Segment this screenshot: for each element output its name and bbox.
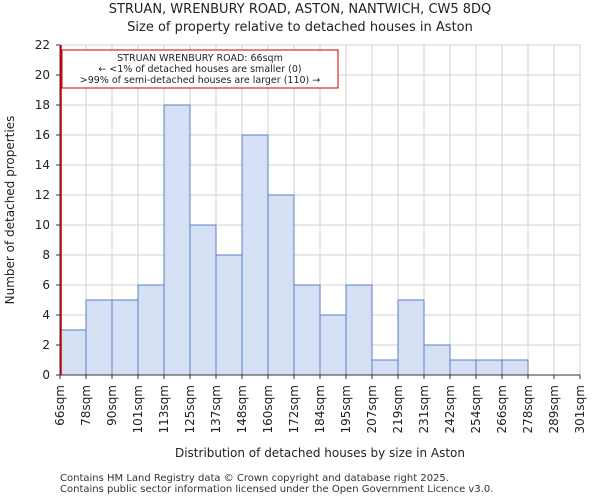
x-tick-label: 125sqm xyxy=(183,385,197,433)
x-tick-label: 137sqm xyxy=(209,385,223,433)
y-tick-label: 20 xyxy=(35,68,50,82)
x-tick-label: 101sqm xyxy=(131,385,145,433)
y-tick-label: 0 xyxy=(42,368,50,382)
bar-101sqm xyxy=(137,284,165,376)
x-tick-label: 219sqm xyxy=(391,385,405,433)
annotation-box xyxy=(61,49,339,89)
bar-219sqm xyxy=(397,299,425,376)
footer-line-2: Contains public sector information licen… xyxy=(60,484,494,495)
x-tick-label: 160sqm xyxy=(261,385,275,433)
annotation-line-1: STRUAN WRENBURY ROAD: 66sqm xyxy=(117,53,283,64)
bar-266sqm xyxy=(501,359,529,376)
x-tick-label: 278sqm xyxy=(521,385,535,433)
bar-254sqm xyxy=(475,359,503,376)
y-tick-label: 6 xyxy=(42,278,50,292)
x-tick-label: 266sqm xyxy=(495,385,509,433)
x-tick-label: 231sqm xyxy=(417,385,431,433)
x-tick-label: 90sqm xyxy=(105,385,119,426)
bar-90sqm xyxy=(111,299,139,376)
bar-78sqm xyxy=(85,299,113,376)
annotation-line-2: ← <1% of detached houses are smaller (0) xyxy=(98,64,301,75)
x-tick-label: 242sqm xyxy=(443,385,457,433)
x-tick-label: 66sqm xyxy=(53,385,67,426)
bar-242sqm xyxy=(449,359,477,376)
y-axis-label: Number of detached properties xyxy=(3,116,17,305)
bar-195sqm xyxy=(345,284,373,376)
annotation-line-3: >99% of semi-detached houses are larger … xyxy=(80,75,321,86)
x-tick-label: 254sqm xyxy=(469,385,483,433)
bar-160sqm xyxy=(267,194,295,376)
x-tick-label: 148sqm xyxy=(235,385,249,433)
bar-125sqm xyxy=(189,224,217,376)
bar-207sqm xyxy=(371,359,399,376)
y-tick-label: 14 xyxy=(35,158,50,172)
bar-148sqm xyxy=(241,134,269,376)
y-tick-label: 12 xyxy=(35,188,50,202)
x-axis-label: Distribution of detached houses by size … xyxy=(175,446,465,460)
y-tick-label: 18 xyxy=(35,98,50,112)
x-tick-label: 195sqm xyxy=(339,385,353,433)
x-tick-label: 184sqm xyxy=(313,385,327,433)
bar-172sqm xyxy=(293,284,321,376)
bar-184sqm xyxy=(319,314,347,376)
y-tick-label: 22 xyxy=(35,38,50,52)
bar-113sqm xyxy=(163,104,191,376)
bar-137sqm xyxy=(215,254,243,376)
x-tick-label: 172sqm xyxy=(287,385,301,433)
x-tick-label: 301sqm xyxy=(573,385,587,433)
y-tick-label: 8 xyxy=(42,248,50,262)
y-tick-label: 4 xyxy=(42,308,50,322)
bar-231sqm xyxy=(423,344,451,376)
chart-title: STRUAN, WRENBURY ROAD, ASTON, NANTWICH, … xyxy=(108,2,492,17)
x-tick-label: 78sqm xyxy=(79,385,93,426)
bar-66sqm xyxy=(59,329,87,376)
x-tick-label: 113sqm xyxy=(157,385,171,433)
x-tick-label: 289sqm xyxy=(547,385,561,433)
x-tick-label: 207sqm xyxy=(365,385,379,433)
y-tick-label: 10 xyxy=(35,218,50,232)
chart-subtitle: Size of property relative to detached ho… xyxy=(127,20,473,35)
y-tick-label: 16 xyxy=(35,128,50,142)
y-tick-label: 2 xyxy=(42,338,50,352)
footer-line-1: Contains HM Land Registry data © Crown c… xyxy=(60,473,449,484)
